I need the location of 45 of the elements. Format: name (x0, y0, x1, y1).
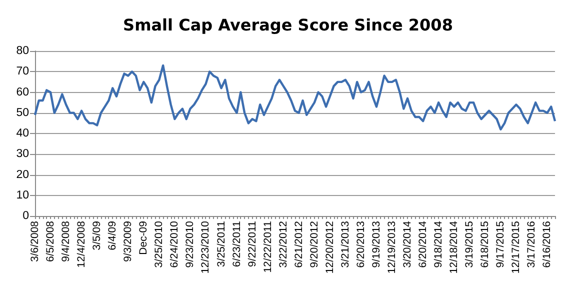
x-tick-label: 12/23/2010 (200, 220, 212, 274)
x-tick-label: 3/22/2012 (277, 220, 290, 268)
x-tick-label: 3/17/2016 (526, 220, 538, 268)
x-tick-label: 12/4/2008 (76, 220, 88, 268)
x-tick-label: 9/22/2011 (246, 220, 258, 267)
x-tick-label: 9/17/2015 (494, 220, 507, 268)
x-tick-label: 12/22/2011 (262, 220, 274, 273)
x-tick-label: 6/5/2008 (44, 220, 57, 262)
x-tick-label: 9/20/2012 (308, 220, 320, 268)
x-tick-label: 6/18/2015 (479, 220, 492, 268)
line-series (34, 64, 556, 130)
x-tick-label: 3/20/2014 (402, 220, 414, 268)
x-tick-label: 3/5/09 (91, 220, 104, 250)
x-tick-label: 3/19/2015 (464, 220, 476, 268)
x-tick-label: 3/25/2011 (215, 220, 228, 267)
x-tick-label: 6/23/2011 (230, 220, 243, 267)
x-tick-label: 9/23/2010 (184, 220, 196, 268)
y-tick-label: 0 (22, 210, 29, 222)
x-tick-label: 3/21/2013 (339, 220, 352, 268)
x-tick-label: 9/18/2014 (432, 220, 445, 268)
x-tick-label: 6/21/2012 (292, 220, 305, 268)
x-tick-label: 12/17/2015 (510, 220, 522, 274)
x-tick-label: 3/6/2008 (29, 220, 41, 262)
y-tick-label: 60 (16, 86, 29, 98)
x-tick-label: 12/20/2012 (324, 220, 336, 274)
y-tick-label: 40 (16, 128, 29, 140)
x-tick-label: 9/19/2013 (370, 220, 382, 268)
x-tick-label: 9/3/2009 (122, 220, 134, 262)
y-tick-label: 70 (16, 66, 29, 78)
y-tick-label: 20 (16, 168, 29, 181)
y-tick-label: 10 (16, 189, 29, 202)
x-tick-label: 6/20/2014 (417, 220, 430, 268)
x-tick-label: 9/4/2008 (60, 220, 72, 262)
x-tick-label: 6/20/2013 (354, 220, 367, 268)
x-tick-label: 6/24/2010 (168, 220, 181, 268)
x-tick-label: 3/25/2010 (153, 220, 166, 268)
y-tick-label: 80 (16, 45, 29, 57)
chart-title: Small Cap Average Score Since 2008 (123, 16, 453, 34)
x-tick-label: 12/18/2014 (448, 220, 460, 274)
y-tick-label: 50 (16, 106, 29, 119)
y-tick-label: 30 (16, 148, 29, 160)
x-tick-label: 12/19/2013 (386, 220, 398, 274)
x-tick-label: 6/16/2016 (541, 220, 554, 268)
x-tick-label: 6/4/09 (106, 220, 119, 250)
x-tick-label: Dec-09 (138, 220, 150, 255)
